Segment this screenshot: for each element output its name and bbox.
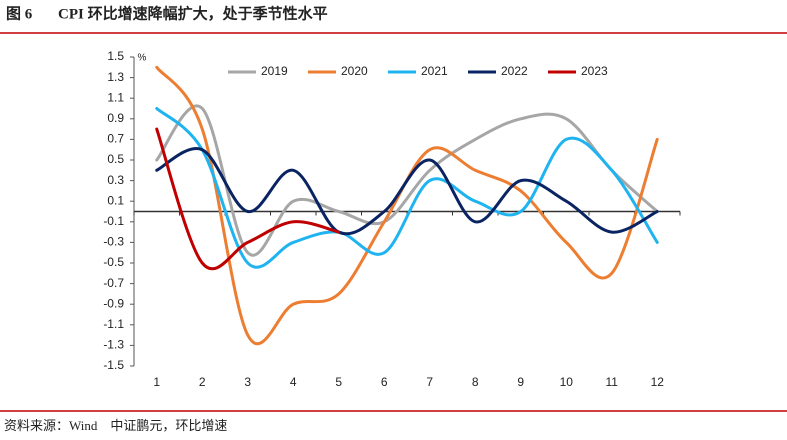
y-tick-label: 0.7 [107, 132, 124, 146]
y-unit: % [138, 53, 147, 64]
x-tick-label: 3 [244, 375, 251, 389]
series-line [155, 127, 341, 271]
y-tick-label: 0.5 [107, 152, 124, 166]
series-line [155, 146, 659, 236]
y-tick-label: 0.9 [107, 111, 124, 125]
y-tick-label: -0.9 [103, 296, 124, 310]
legend-label: 2020 [341, 64, 368, 78]
x-tick-label: 4 [290, 375, 297, 389]
y-tick-label: -0.1 [103, 214, 124, 228]
x-tick-label: 11 [606, 375, 619, 389]
y-tick-label: 0.3 [107, 173, 124, 187]
x-tick-label: 5 [335, 375, 342, 389]
x-tick-label: 7 [426, 375, 433, 389]
source-note: 资料来源：Wind 中证鹏元，环比增速 [4, 418, 227, 433]
y-tick-label: 1.5 [107, 49, 124, 63]
x-tick-label: 8 [472, 375, 479, 389]
y-tick-label: -1.1 [103, 317, 124, 331]
y-tick-label: -0.5 [103, 255, 124, 269]
legend-label: 2019 [261, 64, 288, 78]
y-tick-label: 0.1 [107, 193, 124, 207]
x-tick-label: 12 [651, 375, 665, 389]
x-tick-label: 1 [153, 375, 160, 389]
series-line [155, 107, 659, 269]
x-tick-label: 2 [199, 375, 206, 389]
legend-label: 2022 [501, 64, 528, 78]
figure-label: 图 6 [6, 5, 33, 22]
chart-title: CPI 环比增速降幅扩大，处于季节性水平 [58, 4, 328, 22]
y-tick-label: -0.3 [103, 235, 124, 249]
y-tick-label: -1.3 [103, 338, 124, 352]
x-tick-label: 9 [517, 375, 524, 389]
legend-label: 2021 [421, 64, 448, 78]
x-tick-label: 6 [381, 375, 388, 389]
y-tick-label: 1.3 [107, 70, 124, 84]
y-tick-label: 1.1 [107, 90, 124, 104]
x-tick-label: 10 [560, 375, 574, 389]
series-line [155, 65, 659, 346]
y-tick-label: -0.7 [103, 276, 124, 290]
legend-label: 2023 [581, 64, 608, 78]
y-tick-label: -1.5 [103, 358, 124, 372]
